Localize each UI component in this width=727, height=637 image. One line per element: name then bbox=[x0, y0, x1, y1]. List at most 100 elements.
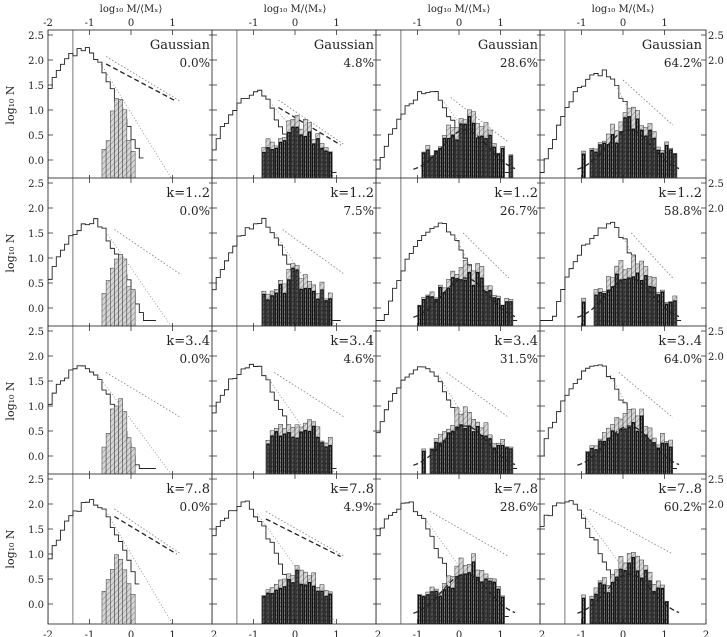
light-hatched-bar bbox=[105, 579, 111, 624]
dark-hatched-bar bbox=[311, 290, 316, 328]
dark-hatched-bar bbox=[652, 442, 656, 476]
panel-r3-c2: k=7..828.6%-1012log₁₀ M/⟨Mₓ⟩ bbox=[375, 473, 545, 637]
x-axis-label-top: log₁₀ M/⟨Mₓ⟩ bbox=[592, 4, 655, 15]
dark-hatched-bar bbox=[274, 292, 279, 328]
dark-hatched-bar bbox=[316, 298, 320, 328]
dark-hatched-bar bbox=[303, 584, 308, 624]
dark-hatched-bar bbox=[627, 426, 631, 476]
dark-hatched-bar bbox=[660, 291, 665, 328]
x-tick-label-end: 2 bbox=[703, 630, 709, 637]
dark-hatched-bar bbox=[278, 141, 283, 180]
dark-hatched-bar bbox=[442, 137, 447, 180]
dark-hatched-bar bbox=[455, 278, 459, 328]
dark-hatched-bar bbox=[266, 299, 270, 328]
dark-hatched-bar bbox=[623, 278, 627, 328]
x-tick-label-top: -2 bbox=[43, 18, 53, 29]
dark-hatched-bar bbox=[669, 301, 673, 328]
y-tick-label: 1.5 bbox=[28, 229, 44, 240]
y-tick-label: 2.0 bbox=[28, 56, 44, 67]
light-hatched-bar bbox=[126, 437, 132, 476]
panel-r2-c3: 2.5 2.0 k=3..4 64.0% bbox=[539, 325, 724, 477]
fit-curve bbox=[413, 277, 516, 318]
panel-percent: 31.5% bbox=[500, 352, 538, 366]
dotted-slope-line bbox=[265, 511, 346, 557]
y-tick-label-right: 2.5 bbox=[708, 31, 724, 42]
light-hatched-bar bbox=[118, 398, 123, 476]
dark-hatched-bar bbox=[451, 430, 455, 476]
panel-percent: 4.8% bbox=[344, 56, 375, 70]
dark-hatched-bar bbox=[438, 442, 443, 476]
panel-percent: 0.0% bbox=[180, 56, 211, 70]
x-tick-label-top: 1 bbox=[661, 18, 667, 29]
dark-hatched-bar bbox=[500, 147, 505, 180]
light-hatched-bar bbox=[126, 286, 132, 328]
dark-hatched-bar bbox=[282, 586, 287, 624]
light-hatched-bar bbox=[114, 98, 119, 180]
panel-r0-c0: 0.0 0.5 1.0 1.5 2.0 2.5 log₁₀ N Gaussian 0.0% -2 -… bbox=[4, 4, 215, 181]
dark-hatched-bar bbox=[471, 561, 476, 624]
dark-hatched-bar bbox=[594, 449, 598, 476]
dark-hatched-bar bbox=[635, 430, 640, 476]
dark-hatched-bar bbox=[644, 569, 648, 624]
dark-hatched-bar bbox=[328, 593, 333, 624]
dark-hatched-bar bbox=[303, 429, 308, 476]
dark-hatched-bar bbox=[619, 568, 623, 624]
dark-hatched-bar bbox=[274, 431, 279, 476]
dark-hatched-bar bbox=[463, 279, 467, 328]
y-tick-label: 1.5 bbox=[28, 81, 44, 92]
dark-hatched-bar bbox=[488, 134, 492, 180]
dark-hatched-bar bbox=[459, 574, 463, 624]
dark-hatched-bar bbox=[295, 269, 299, 328]
panel-label: Gaussian bbox=[314, 38, 375, 53]
dark-hatched-bar bbox=[455, 139, 459, 180]
x-tick-label: 1 bbox=[169, 630, 175, 637]
light-hatched-bar bbox=[105, 140, 111, 180]
y-tick-label: 2.0 bbox=[28, 352, 44, 363]
dark-hatched-bar bbox=[438, 595, 443, 624]
dark-hatched-bar bbox=[421, 596, 426, 624]
dark-hatched-bar bbox=[324, 300, 328, 328]
light-hatched-bar bbox=[101, 148, 107, 180]
panel-r0-c2: Gaussian 28.6% -1 0 1 log₁₀ M/⟨Mₓ⟩ bbox=[375, 4, 543, 181]
dark-hatched-bar bbox=[451, 277, 455, 328]
light-hatched-bar bbox=[130, 150, 136, 180]
dark-hatched-bar bbox=[606, 437, 611, 476]
dark-hatched-bar bbox=[619, 428, 623, 476]
dark-hatched-bar bbox=[262, 151, 266, 180]
dotted-slope-line bbox=[622, 79, 674, 126]
x-tick-label-top: -1 bbox=[577, 18, 587, 29]
dark-hatched-bar bbox=[475, 271, 480, 328]
x-axis-label-top: log₁₀ M/⟨Mₓ⟩ bbox=[264, 4, 327, 15]
x-tick-label: -1 bbox=[413, 630, 423, 637]
dark-hatched-bar bbox=[287, 432, 291, 476]
dark-hatched-bar bbox=[421, 298, 426, 328]
dark-hatched-bar bbox=[307, 131, 312, 180]
y-tick-label: 0.5 bbox=[28, 131, 44, 142]
dark-hatched-bar bbox=[615, 433, 619, 476]
panel-label: Gaussian bbox=[478, 38, 539, 53]
panel-percent: 64.2% bbox=[664, 56, 702, 70]
dark-hatched-bar bbox=[316, 590, 320, 624]
dark-hatched-bar bbox=[417, 305, 422, 328]
dark-hatched-bar bbox=[471, 431, 476, 476]
panel-r2-c0: 0.0 0.5 1.0 1.5 2.0 2.5 log₁₀ N k=3..4 0.0% bbox=[4, 325, 215, 477]
y-tick-label: 2.5 bbox=[28, 327, 44, 338]
dark-hatched-bar bbox=[291, 436, 295, 476]
x-tick-label-top: 1 bbox=[497, 18, 503, 29]
light-hatched-bar bbox=[110, 569, 115, 624]
dark-hatched-bar bbox=[291, 267, 295, 328]
light-hatched-bar bbox=[101, 293, 107, 328]
dark-hatched-bar bbox=[619, 279, 623, 328]
dark-hatched-bar bbox=[484, 291, 488, 328]
dark-hatched-bar bbox=[303, 135, 308, 180]
dark-hatched-bar bbox=[492, 146, 497, 180]
dark-hatched-bar bbox=[644, 275, 648, 328]
panel-percent: 64.0% bbox=[664, 352, 702, 366]
dark-hatched-bar bbox=[615, 576, 619, 624]
dark-hatched-bar bbox=[316, 436, 320, 476]
x-tick-label-top: -1 bbox=[249, 18, 259, 29]
dark-hatched-bar bbox=[299, 583, 303, 624]
dark-hatched-bar bbox=[623, 428, 627, 476]
dark-hatched-bar bbox=[328, 298, 333, 328]
